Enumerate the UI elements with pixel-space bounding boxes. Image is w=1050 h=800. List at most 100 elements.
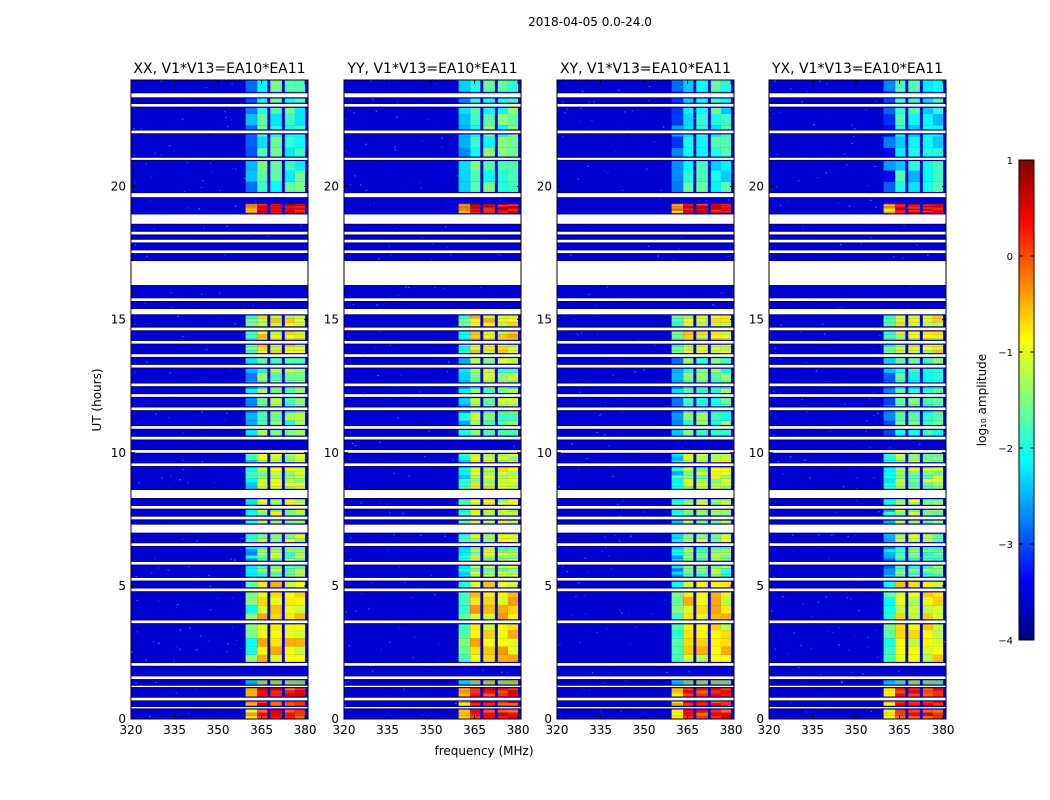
rfi-cell <box>245 80 258 92</box>
rfi-cell <box>497 571 508 575</box>
rfi-cell <box>284 467 295 472</box>
rfi-cell <box>257 498 268 503</box>
rfi-cell <box>507 452 519 457</box>
noise-pixel <box>731 111 734 113</box>
noise-pixel <box>873 371 876 373</box>
rfi-cell <box>895 709 906 713</box>
noise-pixel <box>780 324 782 326</box>
rfi-cell <box>507 486 519 491</box>
noise-pixel <box>571 443 574 445</box>
noise-pixel <box>853 128 855 130</box>
rfi-cell <box>710 654 721 664</box>
rfi-cell <box>883 654 896 664</box>
noise-pixel <box>511 245 514 247</box>
rfi-cell <box>932 683 944 684</box>
noise-pixel <box>612 475 614 478</box>
rfi-cell <box>908 555 920 559</box>
noise-pixel <box>416 388 419 390</box>
noise-pixel <box>850 99 852 102</box>
flagged-row <box>131 157 308 160</box>
rfi-cell <box>245 538 258 544</box>
rfi-cell <box>507 565 519 569</box>
noise-pixel <box>856 500 858 502</box>
noise-pixel <box>427 140 430 142</box>
rfi-cell <box>908 715 920 719</box>
rfi-cell <box>895 683 906 685</box>
rfi-cell <box>720 314 732 319</box>
noise-pixel <box>870 710 872 713</box>
noise-pixel <box>674 285 677 288</box>
noise-pixel <box>668 165 671 167</box>
rfi-cell <box>683 478 694 483</box>
rfi-cell <box>720 574 732 578</box>
rfi-cell <box>671 346 684 351</box>
noise-pixel <box>615 368 617 371</box>
rfi-cell <box>720 683 732 684</box>
rfi-cell <box>710 159 721 171</box>
rfi-cell <box>922 555 933 559</box>
noise-pixel <box>146 255 148 257</box>
noise-pixel <box>568 370 571 372</box>
rfi-cell <box>245 350 258 355</box>
rfi-cell <box>483 396 495 405</box>
noise-pixel <box>435 167 438 169</box>
rfi-cell <box>932 420 944 429</box>
rfi-cell <box>720 330 732 335</box>
rfi-cell <box>507 712 519 716</box>
noise-pixel <box>445 600 448 602</box>
noise-pixel <box>846 597 849 599</box>
rfi-cell <box>895 646 906 655</box>
noise-pixel <box>350 559 352 561</box>
noise-pixel <box>611 673 613 675</box>
rfi-cell <box>470 205 481 207</box>
rfi-cell <box>908 412 920 421</box>
rfi-cell <box>257 520 268 526</box>
rfi-cell <box>710 690 721 694</box>
noise-pixel <box>882 513 884 515</box>
rfi-cell <box>710 388 721 397</box>
noise-pixel <box>583 640 585 642</box>
flagged-row <box>131 308 308 315</box>
rfi-cell <box>458 538 471 544</box>
noise-pixel <box>231 625 233 627</box>
rfi-cell <box>696 681 708 682</box>
rfi-cell <box>710 621 721 631</box>
rfi-cell <box>497 478 508 483</box>
noise-pixel <box>182 432 185 434</box>
rfi-cell <box>507 680 519 681</box>
noise-pixel <box>873 477 875 479</box>
rfi-cell <box>270 322 282 327</box>
noise-pixel <box>616 467 619 470</box>
rfi-cell <box>683 555 694 559</box>
rfi-cell <box>257 687 268 691</box>
noise-pixel <box>225 120 228 122</box>
noise-pixel <box>224 613 227 615</box>
noise-pixel <box>797 180 800 182</box>
noise-pixel <box>850 598 852 600</box>
x-tick-label: 380 <box>720 723 743 737</box>
noise-pixel <box>662 431 665 433</box>
rfi-cell <box>245 555 258 559</box>
rfi-cell <box>932 682 944 683</box>
rfi-cell <box>908 478 920 483</box>
noise-pixel <box>498 254 501 256</box>
rfi-cell <box>720 322 732 327</box>
noise-pixel <box>410 126 412 128</box>
rfi-cell <box>497 207 508 209</box>
rfi-cell <box>883 580 896 589</box>
rfi-cell <box>458 552 471 556</box>
rfi-cell <box>710 372 721 381</box>
rfi-cell <box>458 715 471 719</box>
rfi-cell <box>270 682 282 684</box>
rfi-cell <box>710 334 721 339</box>
rfi-cell <box>720 113 732 126</box>
noise-pixel <box>486 237 489 239</box>
noise-pixel <box>709 631 711 633</box>
noise-pixel <box>421 467 423 469</box>
rfi-cell <box>497 452 508 457</box>
rfi-cell <box>720 467 732 472</box>
noise-pixel <box>136 160 138 163</box>
rfi-cell <box>245 346 258 351</box>
rfi-cell <box>710 552 721 556</box>
noise-pixel <box>239 482 242 485</box>
